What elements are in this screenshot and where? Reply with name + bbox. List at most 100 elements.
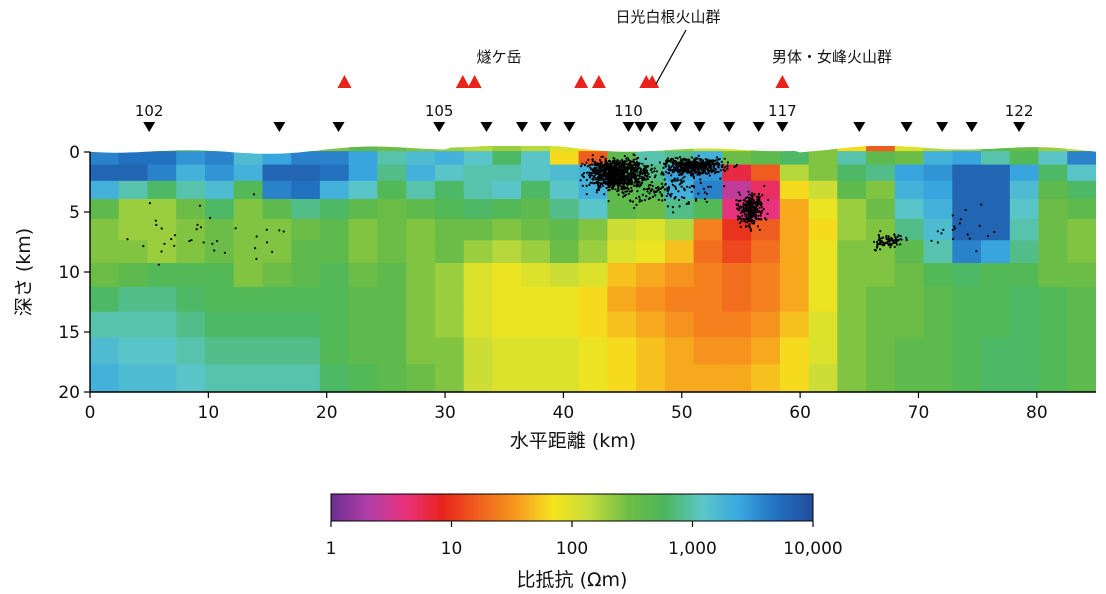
heatmap-cell: [118, 364, 148, 392]
hypocenter-point: [762, 208, 765, 211]
hypocenter-point: [607, 189, 610, 192]
heatmap-cell: [262, 180, 292, 200]
station-marker: [936, 122, 949, 132]
hypocenter-point: [682, 164, 685, 167]
hypocenter-point: [978, 224, 982, 227]
station-marker: [622, 122, 635, 132]
hypocenter-point: [629, 182, 632, 186]
heatmap-cell: [549, 364, 580, 392]
heatmap-cell: [549, 219, 580, 241]
hypocenter-point: [747, 199, 751, 202]
heatmap-cell: [434, 240, 465, 264]
hypocenter-point: [605, 180, 608, 184]
heatmap-cell: [262, 337, 292, 365]
hypocenter-point: [648, 192, 651, 195]
heatmap-cell: [118, 199, 148, 220]
heatmap-cell: [751, 146, 781, 152]
hypocenter-point: [196, 223, 199, 226]
hypocenter-point: [600, 177, 603, 180]
hypocenter-point: [706, 158, 709, 161]
hypocenter-point: [701, 172, 704, 175]
heatmap-cell: [176, 311, 206, 339]
heatmap-cell: [779, 146, 810, 152]
heatmap-cell: [377, 240, 407, 264]
heatmap-cell: [319, 219, 350, 241]
heatmap-cell: [291, 146, 321, 152]
hypocenter-point: [667, 192, 670, 195]
heatmap-cell: [808, 219, 838, 241]
heatmap-cell: [262, 263, 292, 288]
hypocenter-point: [678, 156, 682, 159]
y-tick-label: 15: [58, 323, 80, 343]
hypocenter-point: [896, 235, 899, 238]
heatmap-cell: [923, 240, 953, 264]
hypocenter-point: [586, 165, 589, 168]
heatmap-cell: [923, 337, 953, 365]
hypocenter-point: [588, 183, 591, 186]
hypocenter-point: [633, 184, 636, 187]
hypocenter-point: [638, 198, 641, 201]
heatmap-cell: [981, 311, 1011, 339]
heatmap-cell: [866, 164, 896, 182]
heatmap-cell: [147, 286, 177, 313]
heatmap-cell: [377, 286, 407, 313]
heatmap-cell: [377, 337, 407, 365]
hypocenter-point: [265, 228, 268, 231]
heatmap-cell: [434, 164, 465, 182]
heatmap-cell: [406, 199, 436, 220]
heatmap-cell: [607, 311, 637, 339]
hypocenter-point: [930, 239, 933, 242]
hypocenter-point: [674, 185, 677, 188]
hypocenter-point: [681, 177, 684, 180]
hypocenter-point: [604, 178, 607, 181]
hypocenter-point: [747, 190, 750, 193]
hypocenter-point: [173, 244, 176, 247]
hypocenter-point: [703, 165, 706, 169]
heatmap-cell: [981, 364, 1011, 392]
hypocenter-point: [641, 162, 644, 165]
station-marker: [693, 122, 706, 132]
heatmap-cell: [722, 219, 752, 241]
station-marker: [1013, 122, 1026, 132]
heatmap-cell: [636, 219, 666, 241]
hypocenter-point: [750, 206, 753, 209]
heatmap-cell: [348, 180, 378, 200]
hypocenter-point: [964, 208, 967, 212]
hypocenter-point: [893, 241, 896, 245]
y-tick-label: 5: [69, 203, 80, 223]
heatmap-cell: [578, 364, 608, 392]
heatmap-cell: [981, 286, 1011, 313]
heatmap-cell: [751, 364, 781, 392]
heatmap-cell: [176, 146, 206, 152]
heatmap-cell: [837, 219, 867, 241]
heatmap-cell: [377, 219, 407, 241]
heatmap-cell: [319, 263, 350, 288]
heatmap-cell: [521, 180, 551, 200]
heatmap-cell: [779, 151, 810, 166]
hypocenter-point: [726, 161, 730, 164]
hypocenter-point: [704, 158, 707, 161]
hypocenter-point: [646, 174, 649, 177]
hypocenter-point: [223, 251, 226, 254]
hypocenter-point: [616, 167, 619, 170]
heatmap-cell: [262, 311, 292, 339]
hypocenter-point: [644, 174, 647, 177]
hypocenter-point: [756, 198, 759, 201]
hypocenter-point: [588, 171, 591, 174]
hypocenter-point: [703, 191, 707, 194]
hypocenter-point: [873, 248, 876, 251]
volcano-markers: [337, 75, 790, 88]
hypocenter-point: [595, 180, 599, 184]
heatmap-cell: [923, 199, 953, 220]
hypocenter-point: [677, 198, 681, 202]
heatmap-cell: [291, 219, 321, 241]
hypocenter-point: [693, 157, 697, 160]
hypocenter-point: [581, 184, 585, 187]
colorbar-title: 比抵抗 (Ωm): [517, 569, 628, 591]
hypocenter-point: [681, 159, 684, 162]
heatmap-cell: [952, 219, 982, 241]
hypocenter-point: [624, 193, 628, 196]
heatmap-cell: [406, 146, 436, 152]
hypocenter-point: [697, 154, 700, 157]
hypocenter-point: [699, 178, 702, 181]
